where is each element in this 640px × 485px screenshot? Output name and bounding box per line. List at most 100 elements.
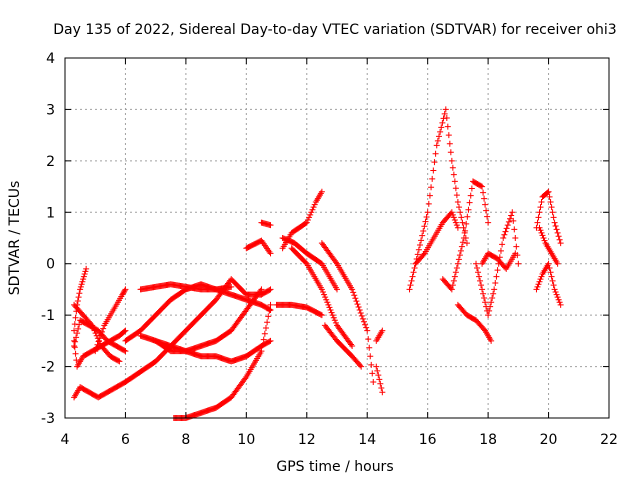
data-point bbox=[457, 209, 464, 216]
data-point bbox=[554, 229, 561, 236]
data-point bbox=[264, 319, 271, 326]
data-point bbox=[358, 363, 365, 370]
data-point bbox=[546, 265, 553, 271]
data-point bbox=[352, 295, 359, 302]
data-point bbox=[311, 201, 318, 208]
data-point bbox=[350, 289, 357, 296]
data-point bbox=[308, 209, 315, 216]
data-point bbox=[330, 314, 337, 321]
series-arc-18 bbox=[288, 245, 356, 349]
data-point bbox=[459, 219, 466, 226]
series-arc-28 bbox=[479, 250, 519, 272]
series-arc-24 bbox=[412, 209, 461, 267]
data-point bbox=[460, 224, 467, 231]
data-point bbox=[445, 132, 452, 139]
data-point bbox=[556, 299, 563, 306]
data-point bbox=[357, 309, 364, 316]
data-point bbox=[436, 133, 442, 140]
data-point bbox=[486, 307, 493, 314]
data-point bbox=[476, 273, 483, 280]
data-point bbox=[318, 286, 325, 293]
x-axis: 4 6 8 10 12 14 16 18 20 22 bbox=[61, 58, 618, 448]
x-tick-label: 12 bbox=[298, 432, 316, 448]
data-point bbox=[334, 286, 340, 293]
data-point bbox=[505, 218, 512, 225]
data-point bbox=[302, 220, 309, 227]
data-point bbox=[121, 328, 128, 335]
data-point bbox=[540, 235, 547, 241]
data-point bbox=[80, 276, 87, 283]
data-point bbox=[368, 361, 375, 368]
data-point bbox=[449, 282, 456, 289]
data-point bbox=[488, 337, 495, 344]
data-point bbox=[467, 192, 474, 199]
data-point bbox=[355, 304, 362, 311]
data-point bbox=[266, 338, 273, 345]
data-point bbox=[456, 204, 463, 211]
data-point bbox=[410, 269, 417, 276]
data-point bbox=[513, 243, 520, 250]
y-tick-label: 1 bbox=[46, 205, 55, 221]
data-point bbox=[554, 260, 561, 267]
data-point bbox=[508, 212, 515, 219]
data-point bbox=[424, 209, 431, 216]
data-point bbox=[502, 228, 509, 235]
data-point bbox=[80, 273, 87, 280]
data-point bbox=[456, 252, 463, 259]
data-point bbox=[76, 321, 83, 328]
data-point bbox=[547, 269, 554, 276]
data-point bbox=[362, 321, 369, 328]
data-point bbox=[406, 286, 413, 293]
data-point bbox=[480, 189, 487, 196]
data-point bbox=[453, 265, 460, 271]
y-tick-label: -2 bbox=[41, 360, 55, 376]
data-point bbox=[447, 285, 454, 292]
data-point bbox=[77, 286, 84, 293]
y-tick-label: -1 bbox=[41, 308, 55, 324]
data-point bbox=[122, 286, 129, 293]
data-point bbox=[429, 175, 436, 182]
x-tick-label: 4 bbox=[61, 432, 70, 448]
plot-frame bbox=[64, 57, 610, 419]
data-point bbox=[449, 164, 456, 171]
data-point bbox=[550, 282, 557, 289]
data-point bbox=[421, 223, 428, 230]
data-point bbox=[443, 115, 450, 121]
data-point bbox=[258, 286, 265, 293]
data-point bbox=[328, 309, 335, 316]
data-point bbox=[374, 367, 381, 374]
data-point bbox=[550, 214, 557, 221]
data-point bbox=[485, 219, 492, 226]
data-point bbox=[306, 214, 313, 221]
data-point bbox=[512, 235, 519, 241]
data-point bbox=[554, 294, 561, 301]
data-point bbox=[459, 239, 466, 246]
data-point bbox=[377, 380, 384, 387]
data-point bbox=[453, 192, 460, 199]
data-point bbox=[536, 278, 543, 285]
data-point bbox=[75, 294, 82, 301]
data-point bbox=[450, 171, 457, 178]
series-arc-17 bbox=[279, 235, 340, 293]
data-point bbox=[358, 312, 365, 319]
series-arc-6 bbox=[92, 286, 129, 355]
data-point bbox=[534, 219, 541, 226]
data-point bbox=[477, 182, 484, 189]
data-point bbox=[457, 247, 464, 254]
data-point bbox=[260, 336, 267, 343]
data-point bbox=[545, 188, 552, 195]
data-point bbox=[317, 311, 324, 318]
data-point bbox=[451, 217, 458, 223]
data-point bbox=[425, 200, 432, 207]
data-point bbox=[439, 119, 446, 126]
data-point bbox=[547, 199, 554, 205]
data-point bbox=[93, 332, 100, 339]
data-point bbox=[332, 259, 339, 266]
data-point bbox=[324, 299, 331, 306]
data-point bbox=[322, 294, 329, 301]
data-point bbox=[458, 243, 465, 250]
y-tick-label: 0 bbox=[46, 257, 55, 273]
data-point bbox=[504, 222, 511, 229]
data-point bbox=[538, 229, 545, 236]
